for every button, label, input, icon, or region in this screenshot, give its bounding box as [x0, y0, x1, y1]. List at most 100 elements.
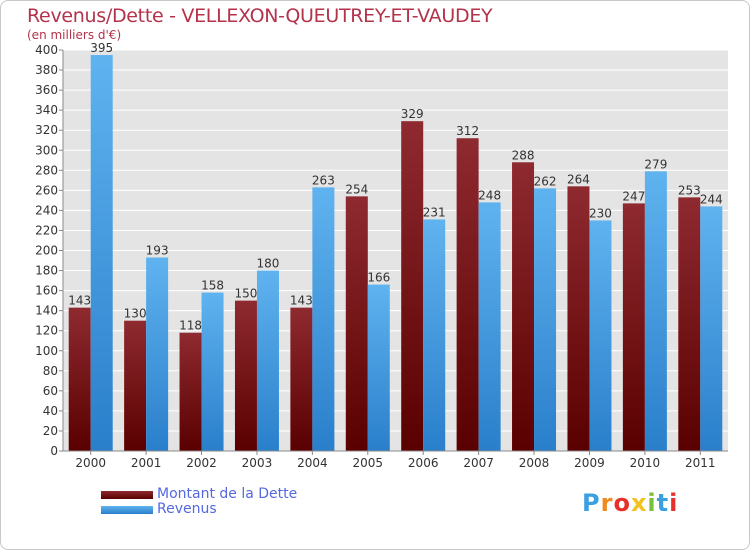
axes: 0 20 40 60 80 100 120 140 160 180 200 220 240 260 280 3…	[35, 43, 728, 470]
x-tick-label: 2010	[630, 456, 661, 470]
data-label-revenus: 158	[201, 279, 224, 293]
bar-revenus	[700, 206, 723, 451]
legend-label-dette: Montant de la Dette	[157, 486, 298, 502]
y-tick-label: 140	[35, 304, 58, 318]
data-label-dette: 329	[401, 107, 424, 121]
chart-subtitle: (en milliers d'€)	[27, 28, 122, 42]
data-label-dette: 143	[290, 294, 313, 308]
data-labels: 143 395 130 193 118 158 150 180 143 263 254 166 329 2…	[68, 41, 722, 333]
legend-swatch-revenus	[101, 506, 153, 514]
bar-dette	[345, 196, 368, 451]
bar-revenus	[312, 187, 335, 451]
x-tick-label: 2003	[242, 456, 273, 470]
x-tick-label: 2002	[186, 456, 217, 470]
data-label-revenus: 244	[700, 192, 723, 206]
bar-dette	[678, 197, 701, 451]
data-label-revenus: 262	[534, 174, 557, 188]
y-tick-label: 40	[43, 404, 58, 418]
bar-revenus	[423, 219, 446, 451]
data-label-dette: 288	[512, 148, 535, 162]
bar-dette	[622, 203, 645, 451]
y-tick-label: 400	[35, 43, 58, 57]
data-label-revenus: 395	[90, 41, 113, 55]
legend-swatch-dette	[101, 491, 153, 499]
y-tick-label: 20	[43, 424, 58, 438]
data-label-dette: 150	[235, 287, 258, 301]
x-tick-label: 2008	[519, 456, 550, 470]
x-tick-label: 2009	[574, 456, 605, 470]
y-tick-label: 200	[35, 244, 58, 258]
data-label-dette: 254	[345, 182, 368, 196]
x-tick-label: 2000	[75, 456, 106, 470]
y-tick-label: 240	[35, 203, 58, 217]
bar-revenus	[146, 257, 169, 451]
data-label-dette: 143	[68, 294, 91, 308]
x-tick-label: 2001	[131, 456, 162, 470]
y-tick-label: 180	[35, 264, 58, 278]
data-label-dette: 118	[179, 319, 202, 333]
y-tick-label: 360	[35, 83, 58, 97]
bar-revenus	[201, 292, 224, 451]
bar-dette	[124, 320, 147, 451]
data-label-revenus: 263	[312, 173, 335, 187]
data-label-revenus: 231	[423, 205, 446, 219]
data-label-dette: 253	[678, 183, 701, 197]
y-tick-label: 60	[43, 384, 58, 398]
bar-dette	[179, 332, 202, 451]
data-label-revenus: 248	[478, 188, 501, 202]
legend-label-revenus: Revenus	[157, 501, 217, 517]
y-tick-label: 120	[35, 324, 58, 338]
bar-revenus	[478, 202, 501, 451]
x-tick-label: 2011	[685, 456, 716, 470]
y-tick-label: 100	[35, 344, 58, 358]
bar-revenus	[90, 55, 113, 451]
bar-dette	[234, 300, 257, 451]
data-label-dette: 312	[456, 124, 479, 138]
y-tick-label: 320	[35, 123, 58, 137]
data-label-revenus: 166	[367, 271, 390, 285]
bar-dette	[290, 307, 313, 451]
logo-letter: o	[613, 489, 631, 517]
bar-revenus	[589, 220, 612, 451]
y-tick-label: 260	[35, 183, 58, 197]
x-tick-label: 2004	[297, 456, 328, 470]
bar-dette	[512, 162, 535, 451]
data-label-dette: 264	[567, 172, 590, 186]
chart-title: Revenus/Dette - VELLEXON-QUEUTREY-ET-VAU…	[27, 5, 493, 27]
bar-revenus	[367, 284, 390, 451]
logo-letter: i	[669, 489, 679, 517]
data-label-revenus: 230	[589, 206, 612, 220]
bars	[68, 55, 723, 452]
logo-letter: P	[582, 489, 601, 517]
y-tick-label: 380	[35, 63, 58, 77]
y-tick-label: 340	[35, 103, 58, 117]
logo-letter: i	[647, 489, 657, 517]
bar-revenus	[534, 188, 557, 451]
data-label-revenus: 180	[257, 257, 280, 271]
x-tick-label: 2006	[408, 456, 439, 470]
bar-revenus	[256, 270, 279, 451]
data-label-dette: 130	[124, 307, 147, 321]
proxiti-logo: Proxiti	[582, 489, 678, 517]
data-label-dette: 247	[622, 189, 645, 203]
y-tick-label: 220	[35, 223, 58, 237]
y-tick-label: 160	[35, 284, 58, 298]
bar-revenus	[644, 171, 667, 452]
gridlines	[63, 49, 728, 452]
x-tick-label: 2005	[353, 456, 384, 470]
logo-letter: x	[630, 489, 648, 517]
bar-dette	[456, 138, 479, 451]
y-tick-label: 0	[50, 444, 58, 458]
data-label-revenus: 279	[644, 157, 667, 171]
y-tick-label: 80	[43, 364, 58, 378]
logo-letter: t	[656, 489, 670, 517]
bar-dette	[68, 307, 91, 451]
bar-dette	[567, 186, 590, 451]
bar-dette	[401, 121, 424, 452]
x-tick-label: 2007	[463, 456, 494, 470]
data-label-revenus: 193	[146, 244, 169, 258]
y-tick-label: 280	[35, 163, 58, 177]
logo-letter: r	[600, 489, 614, 517]
